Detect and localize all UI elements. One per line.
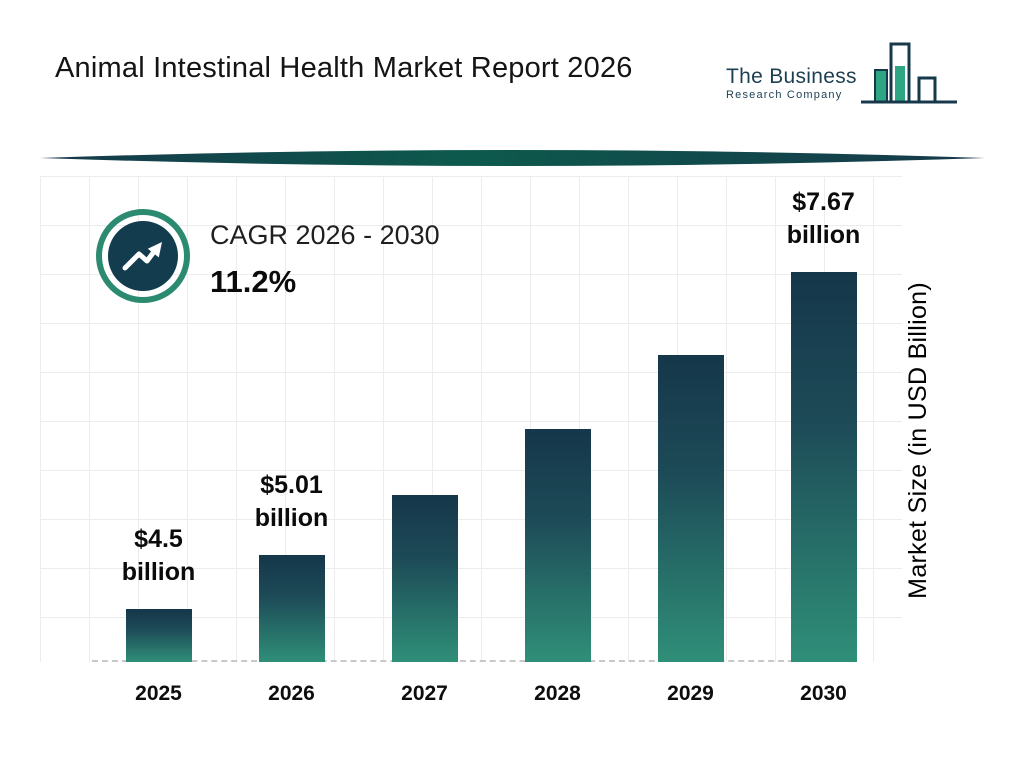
company-logo: The Business Research Company [726, 40, 976, 132]
cagr-trend-icon [96, 209, 190, 303]
header-divider [40, 150, 985, 166]
chart-gridlines [40, 176, 902, 662]
y-axis-label: Market Size (in USD Billion) [904, 282, 932, 599]
x-axis-label-2029: 2029 [667, 682, 714, 705]
bar-chart-logo-icon [860, 42, 957, 104]
x-axis-label-2027: 2027 [401, 682, 448, 705]
x-axis-label-2028: 2028 [534, 682, 581, 705]
x-axis-label-2025: 2025 [135, 682, 182, 705]
bar-2025 [125, 609, 192, 662]
bar-2030 [790, 272, 857, 662]
x-axis-label-2026: 2026 [268, 682, 315, 705]
bar-2026 [258, 555, 325, 662]
value-label-2026: $5.01 billion [254, 471, 329, 532]
company-name: The Business [726, 65, 857, 88]
value-label-2030: $7.67 billion [786, 188, 861, 249]
bar-2028 [524, 429, 591, 662]
cagr-value: 11.2% [210, 264, 297, 299]
x-axis-label-2030: 2030 [800, 682, 847, 705]
bar-2027 [391, 495, 458, 662]
cagr-period-label: CAGR 2026 - 2030 [210, 220, 440, 250]
company-subtitle: Research Company [726, 89, 843, 102]
page-title: Animal Intestinal Health Market Report 2… [55, 52, 633, 84]
value-label-2025: $4.5 billion [121, 525, 196, 586]
company-logo-text: The Business Research Company [726, 65, 857, 102]
bar-2029 [657, 355, 724, 662]
